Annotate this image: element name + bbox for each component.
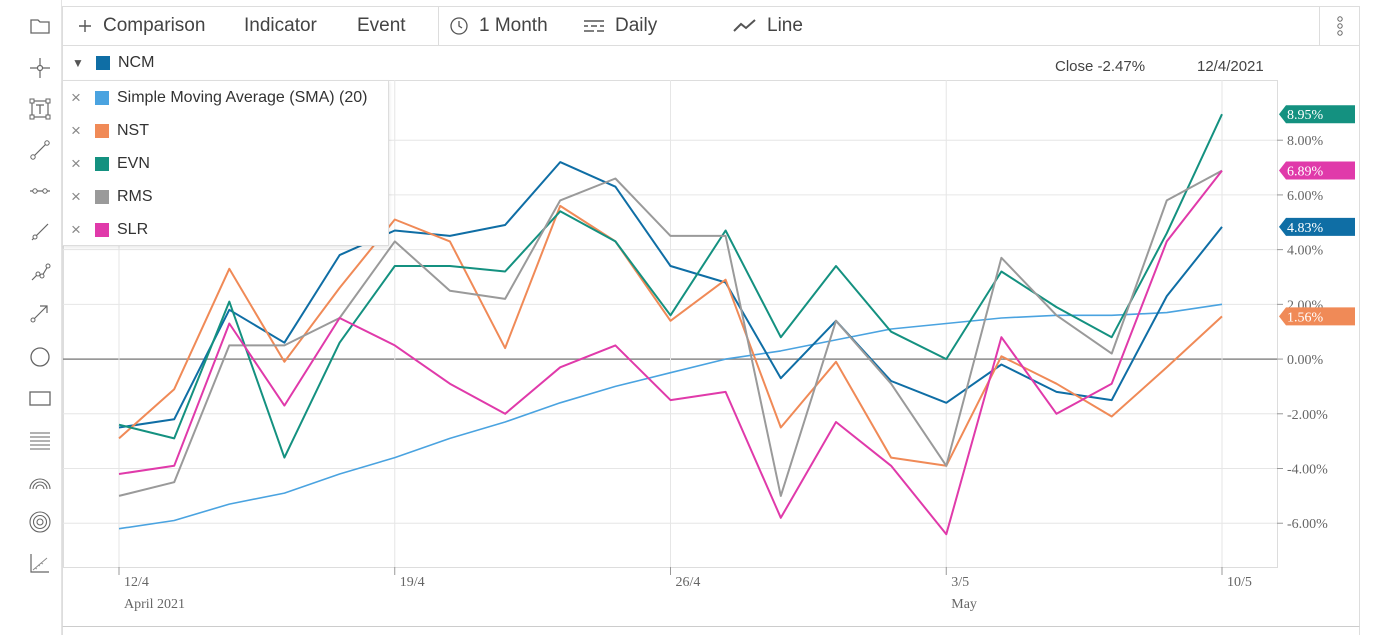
comparison-label: Comparison [103,15,206,36]
fibonacci-lines-icon[interactable] [20,423,60,457]
close-readout: Close -2.47% [1055,58,1146,75]
legend-main-label: NCM [118,54,155,71]
crosshair-icon[interactable] [20,51,60,85]
rectangle-icon[interactable] [20,381,60,415]
y-tick-label: 8.00% [1287,134,1324,149]
circle-icon[interactable] [20,340,60,374]
value-tag [1279,105,1355,124]
y-tick-label: -6.00% [1287,517,1328,532]
legend-swatch [95,222,109,237]
x-tick-label: 26/4 [676,575,701,590]
legend-item-label: Simple Moving Average (SMA) (20) [117,88,368,106]
x-tick-label: 10/5 [1227,575,1252,590]
remove-series-icon[interactable]: × [71,219,81,239]
legend-item-label: NST [117,121,149,139]
text-box-icon[interactable] [20,92,60,126]
series-line [118,169,1223,497]
value-tag-label: 4.83% [1287,221,1324,236]
value-tag-label: 8.95% [1287,108,1324,123]
y-tick-label: -4.00% [1287,463,1328,478]
toolbar-divider [438,7,439,45]
x-period-label: April 2021 [124,597,185,612]
legend-item[interactable]: × EVN [63,147,388,180]
value-tag-label: 1.56% [1287,310,1324,325]
remove-series-icon[interactable]: × [71,186,81,206]
y-tick-label: 0.00% [1287,353,1324,368]
chart-type-selector[interactable]: Line [733,7,803,45]
x-tick-label: 3/5 [951,575,969,590]
horizontal-ray-icon[interactable] [20,174,60,208]
value-tag [1279,217,1355,236]
interval-label: Daily [615,15,658,36]
caret-down-icon[interactable]: ▼ [72,56,84,70]
legend-swatch [95,123,109,138]
more-menu-button[interactable] [1319,7,1359,45]
event-label: Event [357,15,406,36]
indicator-button[interactable]: Indicator [244,7,317,45]
legend-item-label: SLR [117,220,149,238]
folder-icon[interactable] [20,9,60,43]
value-tag [1279,161,1355,180]
x-tick-label: 12/4 [124,575,149,590]
event-button[interactable]: Event [357,7,406,45]
chart-area[interactable]: -6.00% -4.00% -2.00% 0.00% 2.00% 4.00% 6.00% 8.… [62,46,1360,626]
legend: ▼ NCM × Simple Moving Average (SMA) (20) ×… [62,46,389,246]
legend-main-row[interactable]: ▼ NCM [62,46,389,80]
range-selector[interactable]: 1 Month [449,7,548,45]
concentric-circles-icon[interactable] [20,505,60,539]
chart-canvas[interactable]: -6.00%-4.00%-2.00%0.00%2.00%4.00%6.00%8.… [63,46,1361,626]
trend-line-icon[interactable] [20,133,60,167]
line-chart-icon [733,19,756,32]
x-tick-label: 19/4 [400,575,425,590]
legend-item[interactable]: × NST [63,114,388,147]
date-readout: 12/4/2021 [1197,58,1264,75]
indicator-label: Indicator [244,15,317,36]
remove-series-icon[interactable]: × [71,120,81,140]
legend-swatch [95,156,109,171]
x-period-label: May [951,597,977,612]
legend-swatch [95,189,109,204]
series-line [118,169,1223,536]
measure-icon[interactable] [20,546,60,580]
dotted-path-icon[interactable] [20,255,60,289]
series-line [118,161,1223,429]
legend-swatch [95,90,109,105]
clock-icon [450,17,468,35]
value-tag-label: 6.89% [1287,165,1324,180]
interval-selector[interactable]: Daily [583,7,657,45]
plus-icon [79,20,91,32]
series-line [118,303,1223,530]
comparison-button[interactable]: Comparison [77,7,205,45]
legend-item[interactable]: × RMS [63,180,388,213]
bottom-panel [62,626,1360,635]
legend-item-label: RMS [117,187,153,205]
legend-item[interactable]: × SLR [63,213,388,246]
legend-list: × Simple Moving Average (SMA) (20) × NST × EV… [62,80,389,246]
arrow-icon[interactable] [20,296,60,330]
y-tick-label: 6.00% [1287,189,1324,204]
interval-icon [584,20,604,32]
line-segment-icon[interactable] [20,215,60,249]
value-tag [1279,307,1355,326]
vertical-dots-icon [1336,16,1343,36]
chart-type-label: Line [767,15,803,36]
remove-series-icon[interactable]: × [71,87,81,107]
top-toolbar: Comparison Indicator Event 1 Month Daily… [62,6,1360,46]
legend-item-label: EVN [117,154,150,172]
arc-icon[interactable] [20,464,60,498]
legend-swatch-ncm [96,56,110,70]
y-tick-label: 4.00% [1287,244,1324,259]
remove-series-icon[interactable]: × [71,153,81,173]
drawing-toolbar [0,0,62,635]
range-label: 1 Month [479,15,548,36]
y-tick-label: -2.00% [1287,408,1328,423]
legend-item[interactable]: × Simple Moving Average (SMA) (20) [63,81,388,114]
